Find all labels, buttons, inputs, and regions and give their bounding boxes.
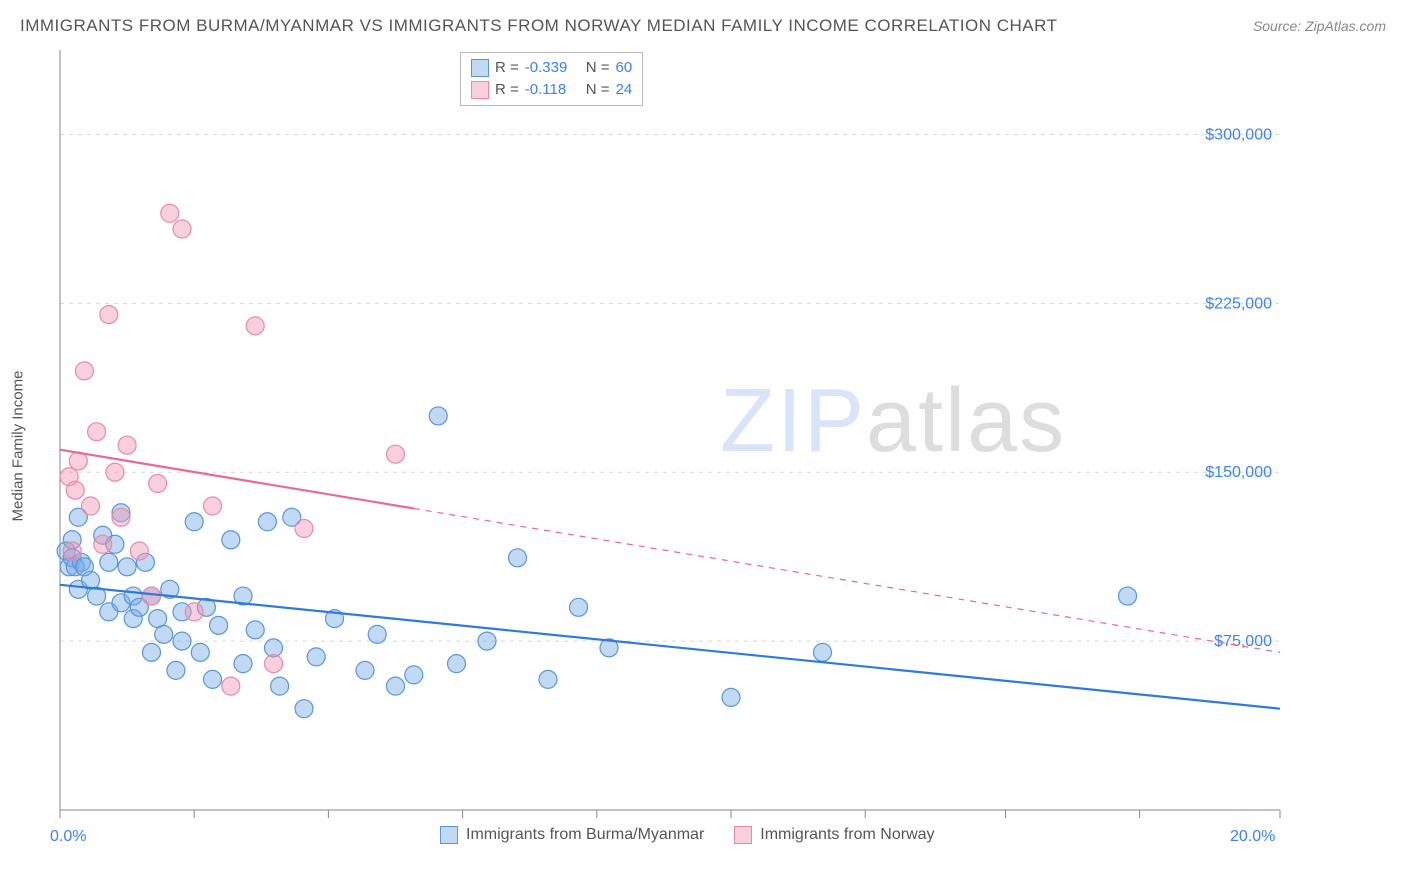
data-point <box>118 436 136 454</box>
data-point <box>265 655 283 673</box>
data-point <box>478 632 496 650</box>
data-point <box>88 423 106 441</box>
legend-swatch <box>471 59 489 77</box>
data-point <box>356 661 374 679</box>
x-axis-max-label: 20.0% <box>1230 828 1275 846</box>
data-point <box>405 666 423 684</box>
legend-stat-row: R = -0.118 N = 24 <box>471 79 632 101</box>
y-tick-label: $75,000 <box>1214 633 1272 650</box>
data-point <box>191 643 209 661</box>
n-label: N = <box>586 79 610 101</box>
data-point <box>155 625 173 643</box>
legend-series-label: Immigrants from Norway <box>760 826 934 844</box>
data-point <box>143 587 161 605</box>
data-point <box>82 497 100 515</box>
data-point <box>100 306 118 324</box>
data-point <box>722 688 740 706</box>
data-point <box>173 632 191 650</box>
series-legend: Immigrants from Burma/Myanmar Immigrants … <box>440 826 935 844</box>
correlation-scatter-chart: $75,000 $150,000 $225,000 $300,000 <box>0 0 1406 892</box>
data-point <box>149 474 167 492</box>
data-point <box>100 553 118 571</box>
data-point <box>246 317 264 335</box>
data-point <box>387 677 405 695</box>
data-point <box>570 598 588 616</box>
data-point <box>185 513 203 531</box>
legend-item: Immigrants from Norway <box>734 826 934 844</box>
legend-stat-row: R = -0.339 N = 60 <box>471 57 632 79</box>
data-point <box>63 542 81 560</box>
data-point <box>75 362 93 380</box>
data-point <box>130 542 148 560</box>
data-point <box>222 677 240 695</box>
data-point <box>509 549 527 567</box>
data-point <box>204 497 222 515</box>
data-point <box>448 655 466 673</box>
r-value: -0.118 <box>525 79 580 101</box>
data-point <box>173 220 191 238</box>
legend-swatch <box>734 826 752 844</box>
data-point <box>161 204 179 222</box>
data-point <box>210 616 228 634</box>
y-tick-label: $300,000 <box>1205 126 1272 143</box>
data-point <box>258 513 276 531</box>
data-point <box>204 670 222 688</box>
r-value: -0.339 <box>525 57 580 79</box>
y-tick-label: $150,000 <box>1205 464 1272 481</box>
data-point <box>271 677 289 695</box>
data-point <box>814 643 832 661</box>
data-point <box>112 508 130 526</box>
data-point <box>387 445 405 463</box>
y-tick-label: $225,000 <box>1205 295 1272 312</box>
legend-series-label: Immigrants from Burma/Myanmar <box>466 826 704 844</box>
x-axis-min-label: 0.0% <box>50 828 86 846</box>
data-point <box>222 531 240 549</box>
data-point <box>167 661 185 679</box>
data-point <box>295 520 313 538</box>
n-label: N = <box>586 57 610 79</box>
data-point <box>234 655 252 673</box>
data-point <box>185 603 203 621</box>
n-value: 60 <box>616 57 633 79</box>
data-point <box>368 625 386 643</box>
data-point <box>429 407 447 425</box>
legend-swatch <box>471 81 489 99</box>
legend-swatch <box>440 826 458 844</box>
r-label: R = <box>495 57 519 79</box>
n-value: 24 <box>616 79 633 101</box>
data-point <box>307 648 325 666</box>
regression-line-extrapolated <box>414 508 1280 652</box>
data-point <box>106 463 124 481</box>
data-point <box>539 670 557 688</box>
data-point <box>295 700 313 718</box>
data-point <box>246 621 264 639</box>
correlation-legend: R = -0.339 N = 60 R = -0.118 N = 24 <box>460 52 643 106</box>
data-point <box>1119 587 1137 605</box>
data-point <box>94 535 112 553</box>
regression-line <box>60 585 1280 709</box>
data-point <box>66 481 84 499</box>
legend-item: Immigrants from Burma/Myanmar <box>440 826 704 844</box>
r-label: R = <box>495 79 519 101</box>
data-point <box>118 558 136 576</box>
data-point <box>143 643 161 661</box>
